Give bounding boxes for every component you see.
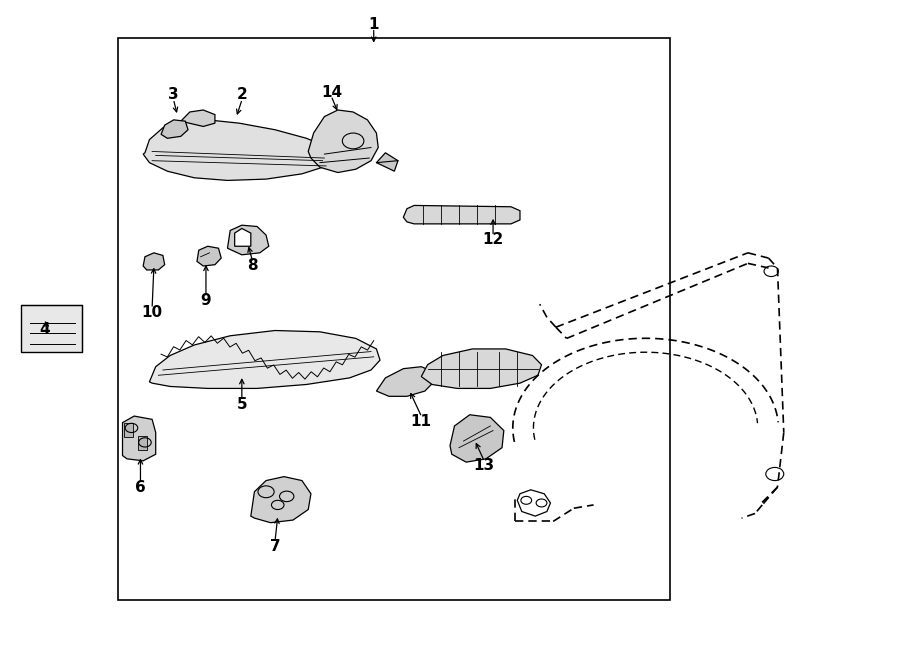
Text: 11: 11 xyxy=(410,414,432,429)
Polygon shape xyxy=(450,414,504,462)
Polygon shape xyxy=(228,225,269,254)
Polygon shape xyxy=(197,247,221,266)
Polygon shape xyxy=(376,153,398,171)
Text: 10: 10 xyxy=(141,305,163,319)
Text: 5: 5 xyxy=(237,397,248,412)
Polygon shape xyxy=(308,110,378,173)
Polygon shape xyxy=(161,120,188,138)
Polygon shape xyxy=(251,477,310,523)
Polygon shape xyxy=(143,120,333,180)
Text: 7: 7 xyxy=(270,539,281,554)
Polygon shape xyxy=(149,330,380,389)
Polygon shape xyxy=(235,229,251,247)
Text: 6: 6 xyxy=(135,480,146,494)
Text: 13: 13 xyxy=(473,458,495,473)
Text: 2: 2 xyxy=(237,87,248,102)
Bar xyxy=(21,305,82,352)
Text: 12: 12 xyxy=(482,232,504,247)
Text: 3: 3 xyxy=(168,87,179,102)
Polygon shape xyxy=(421,349,542,389)
Text: 4: 4 xyxy=(39,322,50,336)
Text: 14: 14 xyxy=(321,85,342,100)
Bar xyxy=(118,38,670,600)
Polygon shape xyxy=(122,416,156,461)
Bar xyxy=(124,422,133,437)
Text: 9: 9 xyxy=(201,293,212,309)
Text: 1: 1 xyxy=(368,17,379,32)
Polygon shape xyxy=(181,110,215,126)
Polygon shape xyxy=(143,253,165,270)
Text: 8: 8 xyxy=(248,258,258,274)
Polygon shape xyxy=(403,206,520,224)
Polygon shape xyxy=(376,367,434,397)
Bar xyxy=(138,436,147,450)
